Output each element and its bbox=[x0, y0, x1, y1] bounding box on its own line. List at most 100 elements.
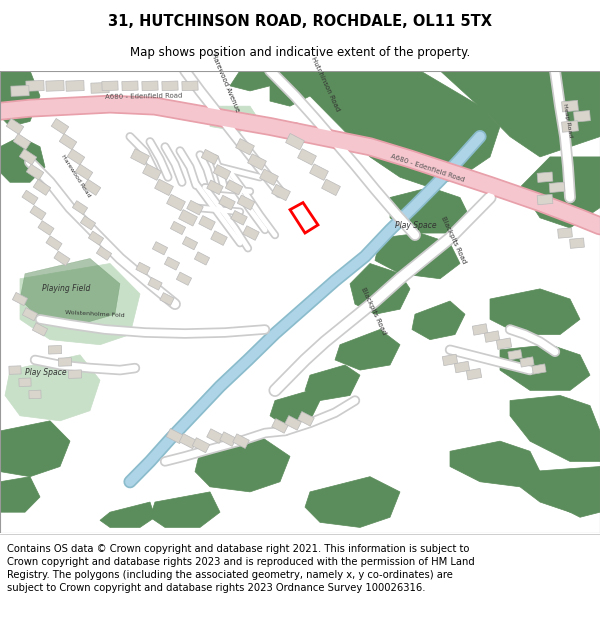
Bar bbox=[131, 149, 149, 165]
Polygon shape bbox=[0, 421, 70, 477]
Bar bbox=[182, 81, 198, 91]
Bar bbox=[148, 278, 162, 290]
Bar bbox=[484, 331, 500, 342]
Bar bbox=[46, 236, 62, 251]
Bar bbox=[260, 169, 278, 186]
Polygon shape bbox=[520, 466, 600, 512]
Text: Play Space: Play Space bbox=[25, 368, 67, 377]
Bar bbox=[537, 194, 553, 205]
Bar bbox=[33, 179, 51, 196]
Bar bbox=[91, 82, 109, 93]
Bar bbox=[310, 164, 328, 181]
Bar bbox=[67, 149, 85, 165]
Bar bbox=[322, 179, 340, 196]
Bar bbox=[454, 361, 470, 372]
Polygon shape bbox=[230, 71, 280, 91]
Bar bbox=[233, 434, 249, 448]
Bar bbox=[237, 195, 255, 210]
Bar bbox=[549, 182, 565, 192]
Bar bbox=[19, 378, 31, 386]
Bar bbox=[192, 438, 210, 452]
Text: Contains OS data © Crown copyright and database right 2021. This information is : Contains OS data © Crown copyright and d… bbox=[7, 544, 475, 593]
Bar bbox=[569, 238, 584, 248]
Bar bbox=[19, 149, 37, 165]
Bar bbox=[88, 231, 104, 245]
Polygon shape bbox=[20, 264, 140, 345]
Polygon shape bbox=[520, 157, 600, 228]
Bar bbox=[243, 226, 259, 241]
Bar bbox=[32, 323, 47, 336]
Bar bbox=[508, 350, 522, 360]
Bar bbox=[164, 257, 179, 270]
Polygon shape bbox=[0, 71, 40, 126]
Bar bbox=[59, 134, 77, 149]
Text: Harewood Road: Harewood Road bbox=[60, 154, 91, 199]
Polygon shape bbox=[510, 396, 600, 461]
Text: Playing Field: Playing Field bbox=[42, 284, 91, 293]
Bar bbox=[66, 81, 84, 91]
Bar bbox=[29, 390, 41, 399]
Bar bbox=[13, 292, 28, 306]
Text: 31, HUTCHINSON ROAD, ROCHDALE, OL11 5TX: 31, HUTCHINSON ROAD, ROCHDALE, OL11 5TX bbox=[108, 14, 492, 29]
Bar bbox=[22, 190, 38, 205]
Polygon shape bbox=[5, 355, 100, 421]
Text: Blackpits Road: Blackpits Road bbox=[360, 287, 387, 336]
Bar bbox=[286, 134, 304, 150]
Bar bbox=[298, 149, 316, 165]
Bar bbox=[162, 81, 178, 91]
Polygon shape bbox=[335, 329, 400, 370]
Bar bbox=[167, 194, 185, 211]
Bar bbox=[231, 211, 247, 225]
Bar bbox=[213, 164, 231, 179]
Polygon shape bbox=[100, 502, 155, 528]
Bar bbox=[38, 221, 54, 235]
Bar bbox=[54, 251, 70, 266]
Bar bbox=[285, 416, 301, 430]
Bar bbox=[136, 262, 150, 275]
Polygon shape bbox=[0, 137, 45, 182]
Bar bbox=[187, 201, 203, 215]
Text: Heap Road: Heap Road bbox=[562, 103, 573, 138]
Bar bbox=[466, 368, 482, 380]
Text: Map shows position and indicative extent of the property.: Map shows position and indicative extent… bbox=[130, 46, 470, 59]
Bar bbox=[122, 81, 138, 91]
Bar bbox=[97, 246, 112, 261]
Bar bbox=[236, 139, 254, 155]
Bar bbox=[176, 272, 191, 286]
Bar bbox=[142, 81, 158, 91]
Bar bbox=[179, 209, 197, 226]
Polygon shape bbox=[490, 289, 580, 334]
Bar bbox=[537, 172, 553, 182]
Bar bbox=[166, 429, 184, 444]
Bar bbox=[51, 119, 69, 134]
Bar bbox=[26, 81, 44, 91]
Polygon shape bbox=[560, 477, 600, 518]
Bar bbox=[6, 119, 24, 134]
Polygon shape bbox=[412, 301, 465, 339]
Bar bbox=[574, 111, 590, 122]
Bar bbox=[49, 346, 62, 354]
Bar bbox=[80, 216, 95, 230]
Bar bbox=[225, 180, 243, 195]
Bar bbox=[557, 228, 572, 238]
Bar bbox=[272, 184, 290, 201]
Bar bbox=[298, 411, 314, 426]
Polygon shape bbox=[0, 477, 40, 512]
Polygon shape bbox=[500, 345, 590, 391]
Bar bbox=[11, 86, 29, 96]
Polygon shape bbox=[150, 492, 220, 528]
Bar bbox=[199, 216, 215, 230]
Bar bbox=[13, 134, 31, 149]
Bar bbox=[68, 370, 82, 378]
Bar bbox=[219, 195, 235, 210]
Bar bbox=[442, 354, 458, 366]
Bar bbox=[143, 164, 161, 181]
Text: A680 - Edenfield Road: A680 - Edenfield Road bbox=[105, 92, 182, 100]
Bar bbox=[9, 366, 21, 374]
Bar bbox=[83, 179, 101, 196]
Bar bbox=[201, 149, 219, 164]
Bar bbox=[207, 429, 223, 443]
Bar bbox=[26, 164, 44, 180]
Text: Wolstenholme Fold: Wolstenholme Fold bbox=[65, 310, 125, 318]
Bar bbox=[179, 434, 197, 449]
